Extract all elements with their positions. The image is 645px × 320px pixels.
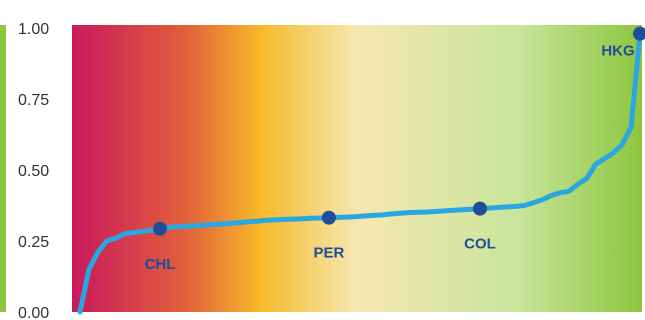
marker-label-hkg: HKG xyxy=(601,43,634,60)
y-tick-label: 0.00 xyxy=(18,305,49,320)
marker-label-chl: CHL xyxy=(145,256,176,273)
marker-chl xyxy=(153,221,167,236)
y-tick-label: 1.00 xyxy=(18,21,49,38)
left-accent-bar xyxy=(0,25,6,312)
plot-background xyxy=(72,25,642,312)
y-axis: 0.00 0.25 0.50 0.75 1.00 xyxy=(18,21,49,320)
marker-per xyxy=(321,210,336,225)
y-tick-label: 0.50 xyxy=(18,163,49,180)
series-line xyxy=(77,31,643,315)
y-tick-label: 0.75 xyxy=(18,92,49,109)
marker-label-per: PER xyxy=(313,245,344,262)
marker-hkg xyxy=(633,26,645,41)
marker-col xyxy=(473,201,487,216)
marker-label-col: COL xyxy=(464,236,496,253)
highlight-markers: CHL PER COL HKG xyxy=(145,26,645,273)
y-tick-label: 0.25 xyxy=(18,234,49,251)
